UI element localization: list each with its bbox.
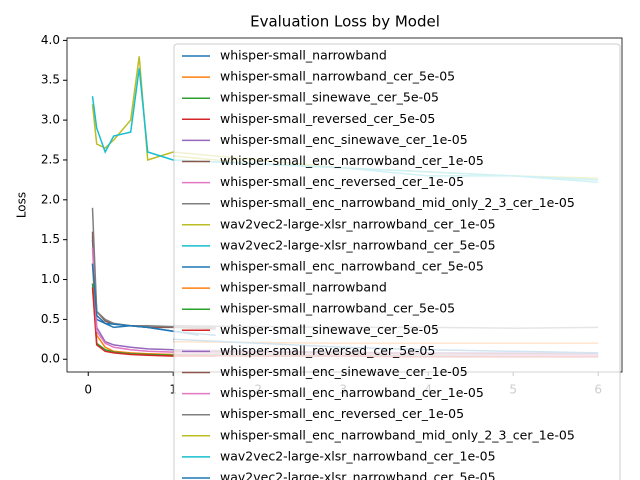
- legend-label: whisper-small_sinewave_cer_5e-05: [220, 90, 439, 105]
- series-line: [91, 235, 216, 353]
- y-tick-label: 1.5: [41, 232, 60, 246]
- y-tick-label: 1.0: [41, 272, 60, 286]
- y-tick-label: 2.5: [41, 152, 60, 166]
- legend-label: whisper-small_reversed_cer_5e-05: [220, 111, 435, 126]
- legend-label: whisper-small_enc_narrowband_mid_only_2_…: [220, 195, 575, 210]
- legend-label: whisper-small_narrowband: [220, 280, 387, 295]
- legend-label: whisper-small_narrowband_cer_5e-05: [220, 69, 455, 84]
- legend-label: whisper-small_enc_reversed_cer_1e-05: [220, 406, 464, 421]
- y-tick-label: 2.0: [41, 192, 60, 206]
- y-tick-label: 4.0: [41, 33, 60, 47]
- legend-label: whisper-small_enc_narrowband_cer_1e-05: [220, 385, 484, 400]
- legend-label: wav2vec2-large-xlsr_narrowband_cer_5e-05: [220, 470, 496, 480]
- legend-label: whisper-small_reversed_cer_5e-05: [220, 343, 435, 358]
- legend-label: whisper-small_sinewave_cer_5e-05: [220, 322, 439, 337]
- legend-box: [173, 43, 621, 480]
- legend-label: whisper-small_enc_narrowband_cer_1e-05: [220, 153, 484, 168]
- y-tick-label: 0.0: [41, 352, 60, 366]
- legend-label: wav2vec2-large-xlsr_narrowband_cer_5e-05: [220, 237, 496, 252]
- x-tick-label: 0: [84, 383, 92, 397]
- x-tick-label: 1: [169, 383, 177, 397]
- legend-label: whisper-small_enc_narrowband_cer_5e-05: [220, 259, 484, 274]
- legend-label: whisper-small_enc_narrowband_mid_only_2_…: [220, 427, 575, 442]
- legend-label: wav2vec2-large-xlsr_narrowband_cer_1e-05: [220, 216, 496, 231]
- y-tick-label: 3.5: [41, 73, 60, 87]
- legend-label: whisper-small_narrowband: [220, 48, 387, 63]
- legend-label: wav2vec2-large-xlsr_narrowband_cer_1e-05: [220, 448, 496, 463]
- series-line: [91, 247, 216, 354]
- series-line: [91, 287, 216, 357]
- y-tick-label: 3.0: [41, 113, 60, 127]
- series-line: [91, 263, 199, 337]
- chart-title: Evaluation Loss by Model: [250, 13, 440, 31]
- legend-label: whisper-small_enc_sinewave_cer_1e-05: [220, 132, 468, 147]
- legend: whisper-small_narrowband whisper-small_na…: [173, 43, 621, 480]
- series-line: [91, 283, 216, 357]
- y-axis-label: Loss: [15, 192, 29, 218]
- y-tick-label: 0.5: [41, 312, 60, 326]
- series-line: [91, 263, 216, 357]
- legend-label: whisper-small_narrowband_cer_5e-05: [220, 301, 455, 316]
- legend-label: whisper-small_enc_sinewave_cer_1e-05: [220, 364, 468, 379]
- legend-label: whisper-small_enc_reversed_cer_1e-05: [220, 174, 464, 189]
